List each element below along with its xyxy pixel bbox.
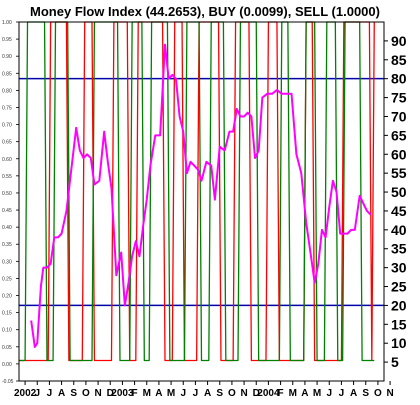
left-tick-label: 1.00	[2, 20, 12, 26]
left-tick-label: 0.85	[2, 71, 12, 77]
left-tick-label: 0.60	[2, 157, 12, 163]
right-tick-label: 60	[391, 146, 407, 162]
x-tick-label: O	[228, 388, 236, 399]
x-tick-label: J	[193, 388, 199, 399]
x-tick-label: A	[350, 388, 357, 399]
right-tick-label: 10	[391, 335, 407, 351]
left-tick-label: 0.70	[2, 123, 12, 129]
x-tick-label: M	[143, 388, 151, 399]
x-tick-label: M	[167, 388, 175, 399]
axes: 5 10 15 20 25 30 35 40 45 50 55 60 65 70 75 80 85 90 -0.05…	[2, 20, 407, 399]
x-tick-label: A	[155, 388, 162, 399]
x-tick-label: J	[47, 388, 53, 399]
x-tick-label: M	[313, 388, 321, 399]
x-tick-label: S	[70, 388, 77, 399]
x-tick-label: O	[82, 388, 90, 399]
buy-series-line	[19, 21, 375, 362]
left-tick-label: 0.20	[2, 294, 12, 300]
left-tick-label: 0.75	[2, 105, 12, 111]
right-tick-label: 15	[391, 316, 407, 332]
right-tick-label: 45	[391, 203, 407, 219]
x-tick-label: 2003	[111, 388, 134, 399]
x-tick-label: D	[107, 388, 114, 399]
chart-title: Money Flow Index (44.2653), BUY (0.0099)…	[30, 4, 380, 19]
left-tick-label: 0.30	[2, 259, 12, 265]
x-tick-label: S	[216, 388, 223, 399]
left-tick-label: 0.00	[2, 362, 12, 368]
mfi-series-line	[30, 43, 372, 348]
left-tick-label: 0.80	[2, 88, 12, 94]
right-tick-label: 50	[391, 184, 407, 200]
left-tick-label: 0.10	[2, 328, 12, 334]
x-tick-label: D	[253, 388, 260, 399]
x-tick-label: J	[180, 388, 186, 399]
left-tick-label: 0.15	[2, 311, 12, 317]
x-tick-label: A	[301, 388, 308, 399]
x-tick-label: O	[374, 388, 382, 399]
left-tick-label: 0.25	[2, 276, 12, 282]
right-tick-label: 75	[391, 90, 407, 106]
right-tick-label: 70	[391, 108, 407, 124]
x-tick-label: J	[326, 388, 332, 399]
x-tick-label: N	[386, 388, 393, 399]
x-tick-label: F	[132, 388, 138, 399]
left-tick-label: 0.05	[2, 345, 12, 351]
right-tick-label: 20	[391, 297, 407, 313]
x-tick-label: 2002	[14, 388, 37, 399]
right-tick-label: 85	[391, 52, 407, 68]
x-tick-label: J	[339, 388, 345, 399]
x-tick-label: A	[58, 388, 65, 399]
right-tick-label: 65	[391, 127, 407, 143]
x-tick-label: S	[362, 388, 369, 399]
right-tick-label: 25	[391, 279, 407, 295]
left-tick-label: -0.05	[2, 379, 14, 385]
x-tick-label: F	[278, 388, 284, 399]
plot-frame	[18, 21, 385, 382]
left-tick-label: 0.50	[2, 191, 12, 197]
right-tick-label: 35	[391, 241, 407, 257]
x-tick-label: N	[94, 388, 101, 399]
x-tick-label: J	[34, 388, 40, 399]
left-tick-label: 0.35	[2, 242, 12, 248]
right-tick-label: 90	[391, 33, 407, 49]
x-tick-label: A	[204, 388, 211, 399]
left-tick-label: 0.95	[2, 37, 12, 43]
right-tick-label: 80	[391, 71, 407, 87]
right-tick-label: 40	[391, 222, 407, 238]
x-tick-label: 2004	[257, 388, 280, 399]
right-tick-label: 5	[391, 354, 399, 370]
x-tick-label: N	[240, 388, 247, 399]
x-tick-label: M	[289, 388, 297, 399]
right-tick-label: 30	[391, 260, 407, 276]
left-tick-label: 0.45	[2, 208, 12, 214]
right-tick-label: 55	[391, 165, 407, 181]
left-tick-label: 0.65	[2, 140, 12, 146]
left-tick-label: 0.55	[2, 174, 12, 180]
left-tick-label: 0.90	[2, 54, 12, 60]
left-tick-label: 0.40	[2, 225, 12, 231]
